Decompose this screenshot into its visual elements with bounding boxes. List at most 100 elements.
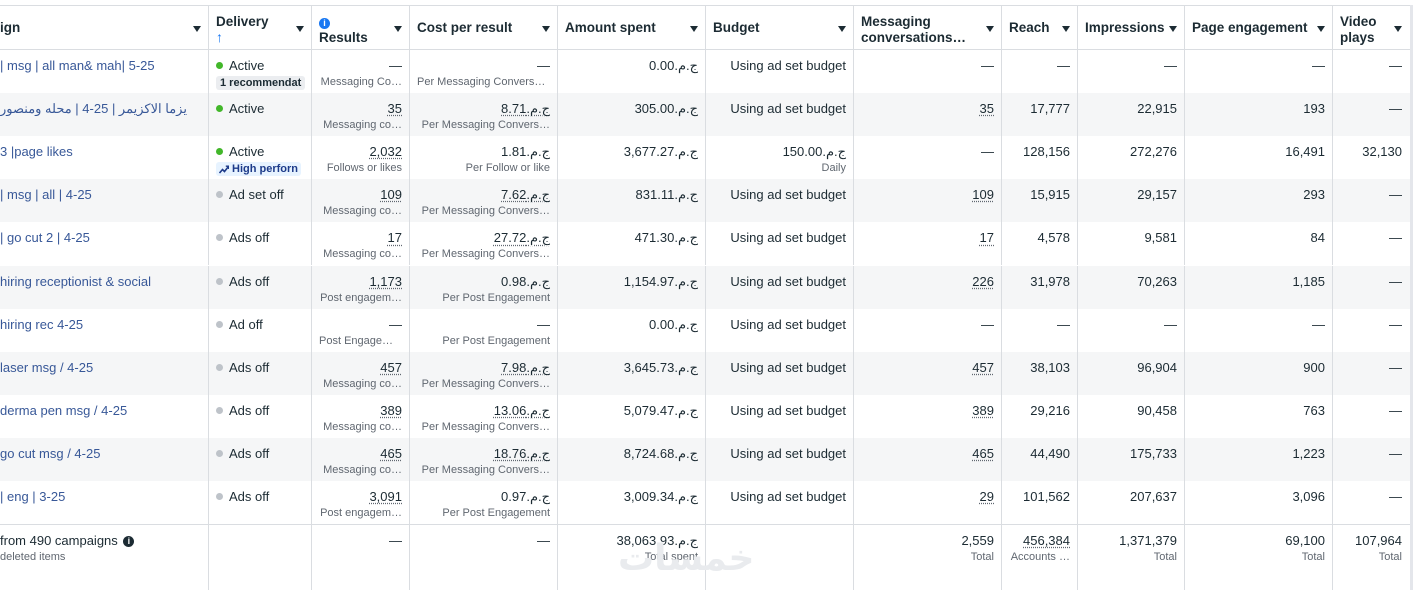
results-sub: Messaging co… bbox=[323, 205, 402, 218]
column-header-video-plays[interactable]: Video plays bbox=[1333, 6, 1409, 49]
results-value[interactable]: 1,173 bbox=[369, 273, 402, 289]
campaign-name-link[interactable]: | msg | all man& mah| 5-25 bbox=[0, 58, 155, 73]
column-header-campaign[interactable]: ign bbox=[0, 6, 209, 49]
info-icon[interactable]: i bbox=[319, 18, 330, 29]
campaign-name-link[interactable]: derma pen msg / 4-25 bbox=[0, 402, 128, 418]
column-header-reach[interactable]: Reach bbox=[1002, 6, 1078, 49]
cost-per-result-cell: ج.م.18.76 Per Messaging Convers… bbox=[410, 437, 558, 481]
column-header-budget[interactable]: Budget bbox=[706, 6, 854, 49]
table-row[interactable]: hiring rec 4-25 Ad off — Post Engagem… — Per … bbox=[0, 308, 1413, 352]
chevron-down-icon[interactable] bbox=[542, 26, 550, 32]
messaging-conversations-value[interactable]: 457 bbox=[972, 359, 994, 375]
chevron-down-icon[interactable] bbox=[1317, 26, 1325, 32]
amount-spent-cell: ج.م.831.11 bbox=[558, 179, 706, 223]
delivery-status: Ad off bbox=[229, 316, 263, 332]
messaging-conversations-value[interactable]: 389 bbox=[972, 402, 994, 418]
chevron-down-icon[interactable] bbox=[690, 26, 698, 32]
budget-value: Using ad set budget bbox=[730, 316, 846, 332]
cost-per-result-sub: Per Messaging Convers… bbox=[421, 420, 550, 433]
messaging-conversations-value[interactable]: 109 bbox=[972, 187, 994, 203]
cost-per-result-value[interactable]: ج.م.8.71 bbox=[501, 101, 550, 117]
campaign-name-link[interactable]: go cut msg / 4-25 bbox=[0, 445, 101, 461]
results-value[interactable]: 3,091 bbox=[369, 489, 402, 504]
chevron-down-icon[interactable] bbox=[986, 26, 994, 32]
messaging-conversations-cell: 465 bbox=[854, 437, 1002, 481]
summary-impressions-cell: 1,371,379 Total bbox=[1078, 525, 1185, 590]
table-row[interactable]: | go cut 2 | 4-25 Ads off 17 Messaging co… ج… bbox=[0, 222, 1413, 266]
results-sub: Post engagem… bbox=[320, 507, 402, 519]
reach-cell: 29,216 bbox=[1002, 394, 1078, 438]
cost-per-result-value[interactable]: ج.م.27.72 bbox=[493, 230, 550, 246]
campaign-name-cell: hiring rec 4-25 bbox=[0, 308, 209, 352]
campaign-name-link[interactable]: | msg | all | 4-25 bbox=[0, 187, 92, 203]
chevron-down-icon[interactable] bbox=[296, 26, 304, 32]
table-row[interactable]: يزما الاكزيمر | 25-4 | محله ومنصور Active… bbox=[0, 93, 1413, 137]
summary-reach-cell: 456,384 Accounts … bbox=[1002, 525, 1078, 590]
cost-per-result-value[interactable]: ج.م.18.76 bbox=[493, 445, 550, 461]
performance-badge[interactable]: High perforn bbox=[216, 162, 301, 177]
video-plays-cell: — bbox=[1333, 481, 1409, 524]
column-header-results[interactable]: i Results bbox=[312, 6, 410, 49]
results-value[interactable]: 465 bbox=[380, 445, 402, 461]
budget-value: Using ad set budget bbox=[730, 58, 846, 73]
campaign-name-link[interactable]: يزما الاكزيمر | 25-4 | محله ومنصور bbox=[0, 101, 187, 117]
summary-reach[interactable]: 456,384 bbox=[1023, 533, 1070, 548]
impressions-cell: 90,458 bbox=[1078, 394, 1185, 438]
table-row[interactable]: 3 |page likes Active High perforn 2,032 Foll… bbox=[0, 136, 1413, 180]
table-row[interactable]: laser msg / 4-25 Ads off 457 Messaging co… ج… bbox=[0, 351, 1413, 395]
column-header-amount-spent[interactable]: Amount spent bbox=[558, 6, 706, 49]
results-value[interactable]: 389 bbox=[380, 402, 402, 418]
results-value[interactable]: 457 bbox=[380, 359, 402, 375]
campaign-name-link[interactable]: hiring receptionist & social bbox=[0, 273, 152, 289]
cost-per-result-value[interactable]: ج.م.13.06 bbox=[493, 402, 550, 418]
column-header-impressions[interactable]: Impressions bbox=[1078, 6, 1185, 49]
column-header-page-engagement[interactable]: Page engagement bbox=[1185, 6, 1333, 49]
column-header-cost-per-result[interactable]: Cost per result bbox=[410, 6, 558, 49]
cost-per-result-value[interactable]: ج.م.7.62 bbox=[501, 187, 550, 203]
campaign-name-link[interactable]: hiring rec 4-25 bbox=[0, 316, 84, 332]
column-header-delivery[interactable]: Delivery ↑ bbox=[209, 6, 312, 49]
chevron-down-icon[interactable] bbox=[394, 26, 402, 32]
impressions-cell: 175,733 bbox=[1078, 437, 1185, 481]
results-value[interactable]: 35 bbox=[387, 101, 402, 117]
table-row[interactable]: | msg | all man& mah| 5-25 Active 1 recomm… bbox=[0, 50, 1413, 93]
table-row[interactable]: go cut msg / 4-25 Ads off 465 Messaging co…… bbox=[0, 437, 1413, 481]
chevron-down-icon[interactable] bbox=[1169, 26, 1177, 32]
impressions-cell: 22,915 bbox=[1078, 93, 1185, 137]
chevron-down-icon[interactable] bbox=[1062, 26, 1070, 32]
table-row[interactable]: | msg | all | 4-25 Ad set off 109 Messaging… bbox=[0, 179, 1413, 223]
info-icon[interactable]: i bbox=[123, 536, 135, 547]
messaging-conversations-value[interactable]: 226 bbox=[972, 273, 994, 289]
chevron-down-icon[interactable] bbox=[1394, 26, 1402, 32]
arrow-up-icon[interactable]: ↑ bbox=[216, 29, 223, 45]
campaign-name-link[interactable]: 3 |page likes bbox=[0, 144, 73, 160]
cost-per-result-value[interactable]: ج.م.7.98 bbox=[501, 359, 550, 375]
summary-cpr-cell: — bbox=[410, 525, 558, 590]
summary-msg-sub: Total bbox=[970, 551, 994, 563]
page-engagement-value: 763 bbox=[1303, 402, 1325, 418]
cost-per-result-sub: Per Post Engagement bbox=[442, 507, 550, 519]
messaging-conversations-value[interactable]: 35 bbox=[979, 101, 994, 117]
column-header-messaging-conversations[interactable]: Messaging conversations… bbox=[854, 6, 1002, 49]
results-sub: Post Engagem… bbox=[319, 334, 402, 347]
table-row[interactable]: derma pen msg / 4-25 Ads off 389 Messaging … bbox=[0, 394, 1413, 438]
impressions-cell: 96,904 bbox=[1078, 351, 1185, 395]
table-row[interactable]: hiring receptionist & social Ads off 1,173… bbox=[0, 265, 1413, 309]
vertical-scrollbar[interactable] bbox=[1410, 5, 1413, 590]
chevron-down-icon[interactable] bbox=[193, 26, 201, 32]
messaging-conversations-value[interactable]: 465 bbox=[972, 445, 994, 461]
recommendation-badge[interactable]: 1 recommendat bbox=[216, 76, 306, 90]
campaign-name-link[interactable]: laser msg / 4-25 bbox=[0, 359, 94, 375]
chevron-down-icon[interactable] bbox=[838, 26, 846, 32]
results-value[interactable]: 109 bbox=[380, 187, 402, 203]
delivery-status: Ads off bbox=[229, 230, 270, 246]
results-value[interactable]: 17 bbox=[387, 230, 402, 246]
messaging-conversations-value[interactable]: 17 bbox=[979, 230, 994, 246]
campaign-name-link[interactable]: | go cut 2 | 4-25 bbox=[0, 230, 90, 246]
page-engagement-cell: 293 bbox=[1185, 179, 1333, 223]
results-value[interactable]: 2,032 bbox=[369, 144, 402, 160]
column-label: Budget bbox=[713, 20, 760, 35]
table-row[interactable]: | eng | 3-25 Ads off 3,091 Post engagem… ج.م… bbox=[0, 481, 1413, 524]
messaging-conversations-value[interactable]: 29 bbox=[979, 489, 994, 504]
campaign-name-link[interactable]: | eng | 3-25 bbox=[0, 489, 66, 504]
